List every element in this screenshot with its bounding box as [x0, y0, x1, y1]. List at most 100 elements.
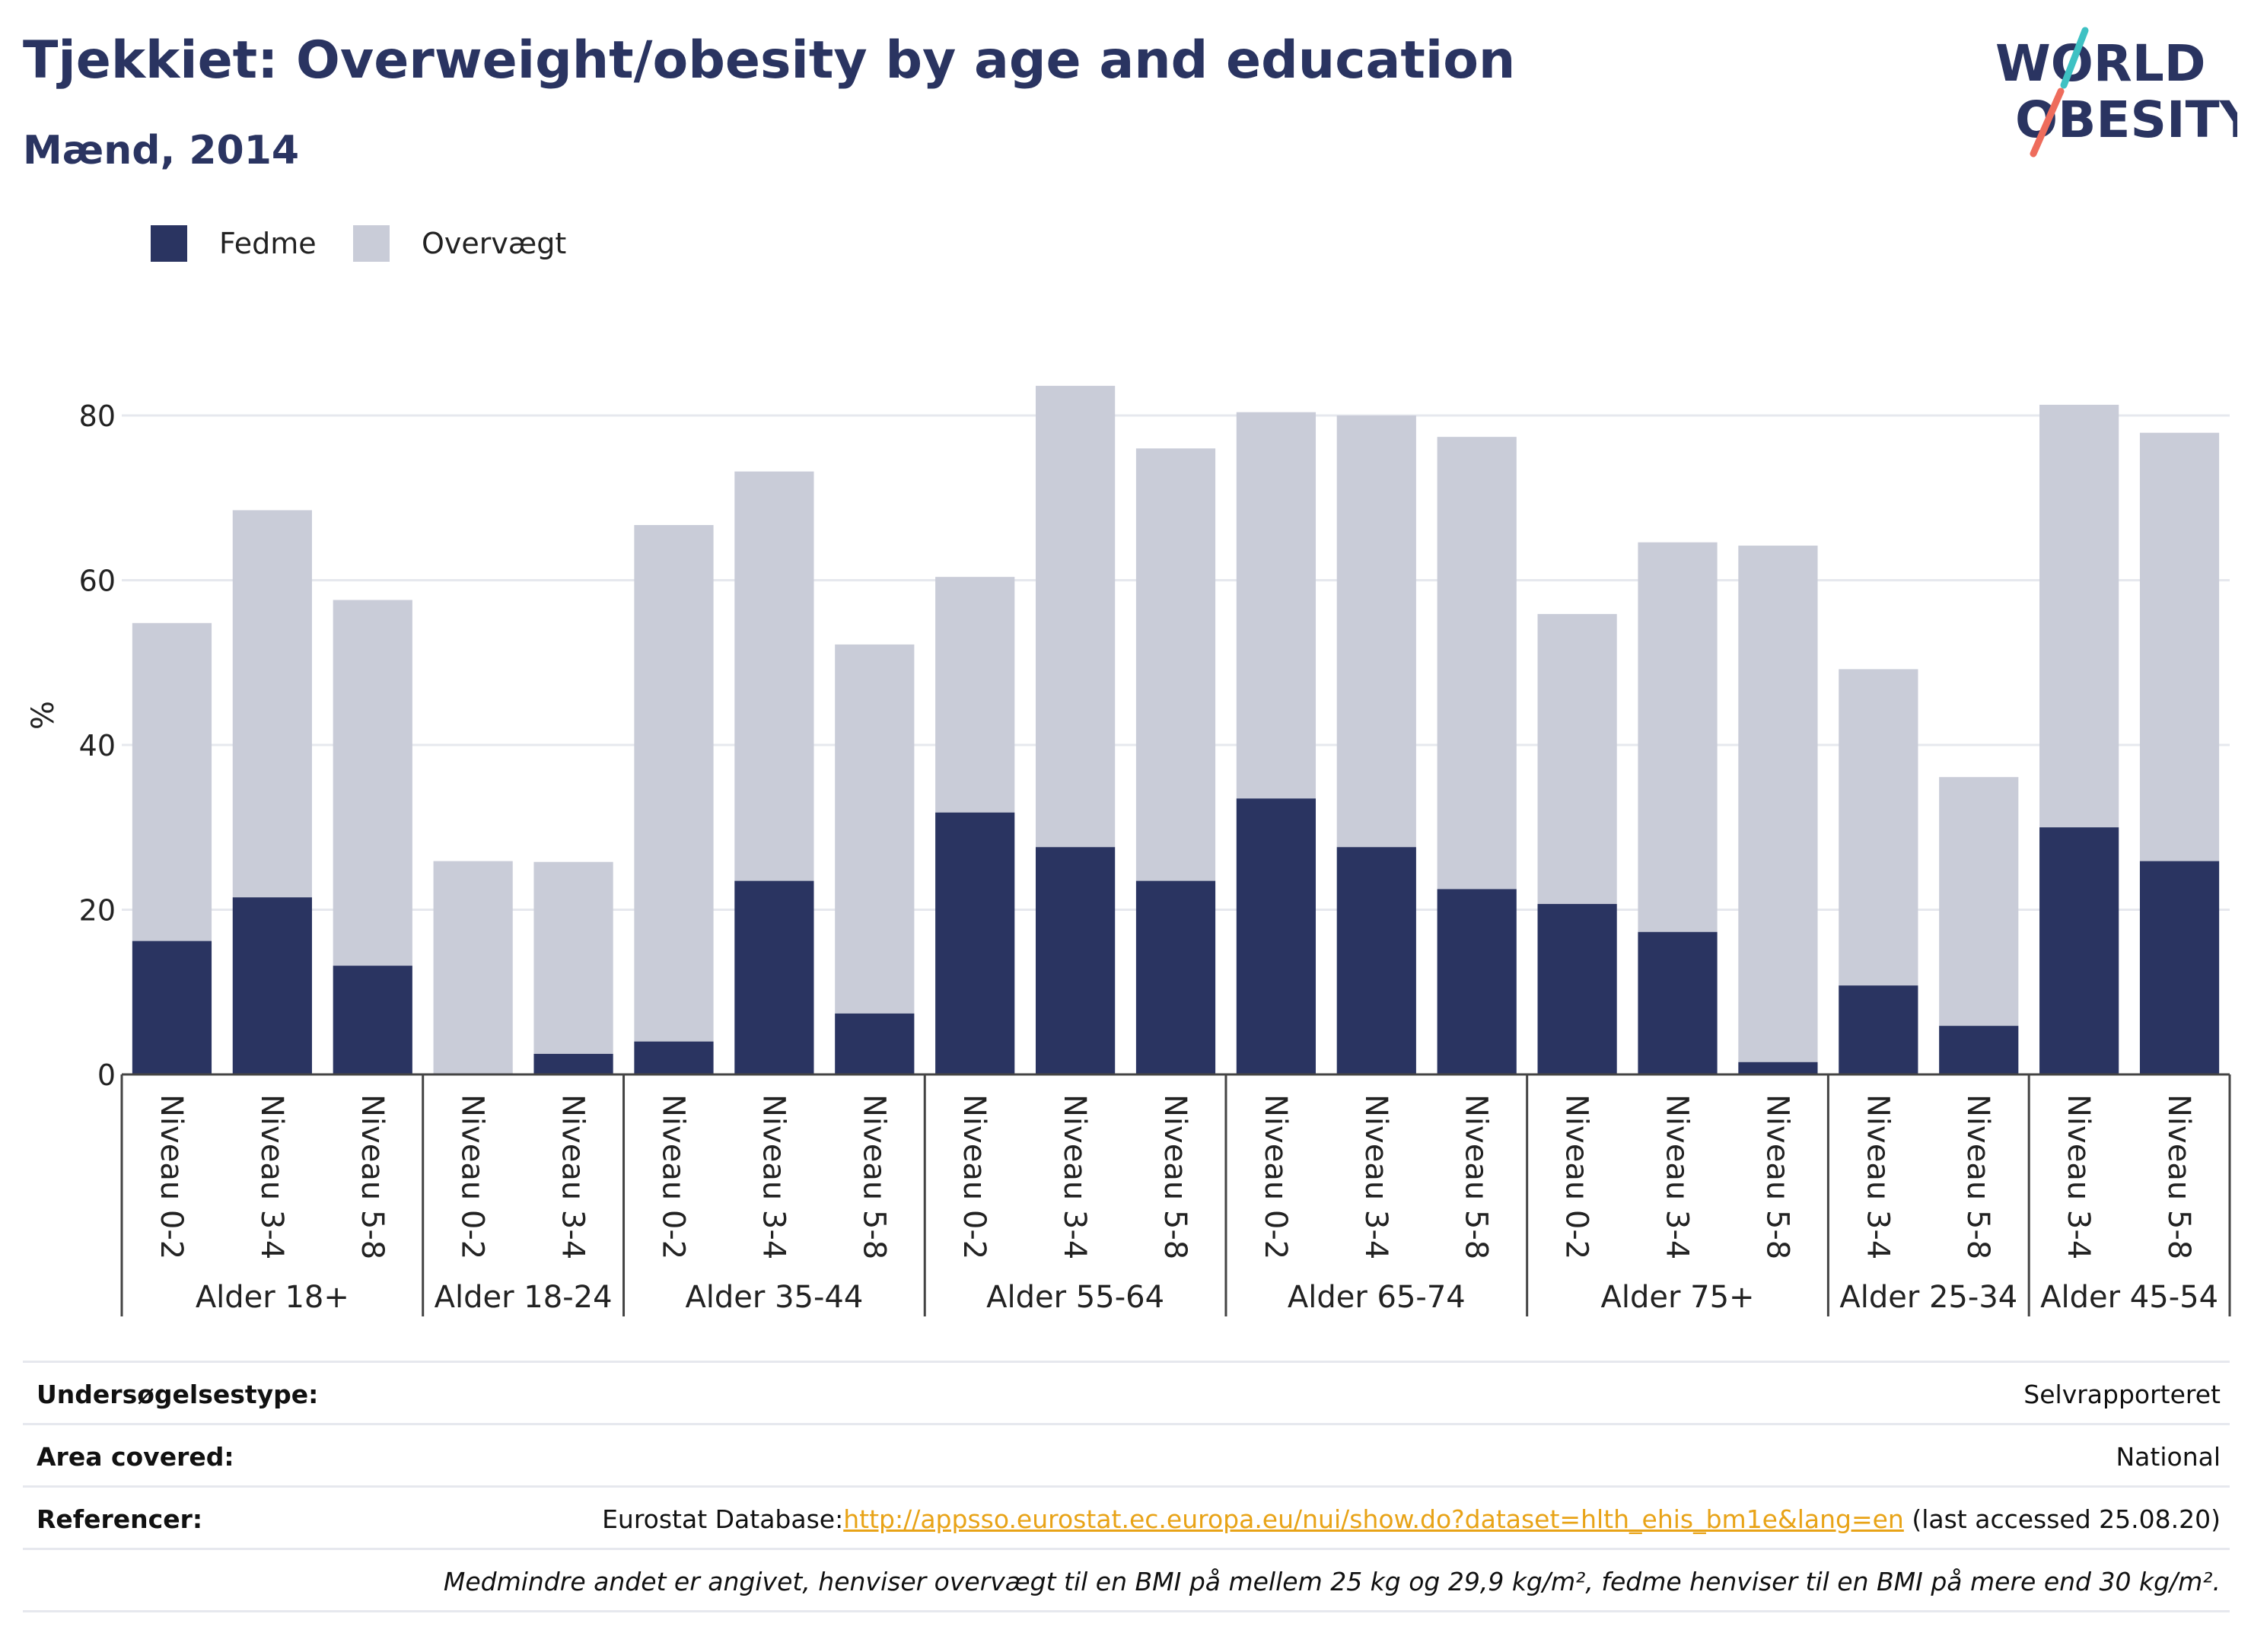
bar-fedme — [1537, 903, 1617, 1074]
bar-fedme — [533, 1053, 613, 1074]
bar-overvaegt — [935, 577, 1015, 813]
bar-fedme — [2139, 861, 2220, 1074]
bar-fedme — [232, 897, 312, 1074]
bar-fedme — [634, 1041, 714, 1074]
bar-overvaegt — [1537, 613, 1617, 904]
x-tick-label: Niveau 0-2 — [455, 1094, 490, 1259]
legend-swatch-fedme — [151, 225, 187, 262]
bar-overvaegt — [533, 861, 613, 1054]
x-tick-label: Niveau 5-8 — [1759, 1094, 1794, 1259]
bar-fedme — [2039, 827, 2119, 1074]
reference-prefix: Eurostat Database: — [602, 1504, 844, 1534]
stacked-bar-chart: 0 20 40 60 80% Niveau 0-2 Niveau 3-4 Niveau 5-8… — [26, 386, 2231, 1316]
bar-fedme — [1336, 847, 1416, 1074]
x-tick-label: Niveau 0-2 — [154, 1094, 189, 1259]
y-tick-label: 80 — [79, 399, 116, 433]
y-tick-label: 60 — [79, 565, 116, 598]
group-label: Alder 18+ — [196, 1280, 349, 1315]
legend-label-fedme: Fedme — [219, 227, 317, 260]
bar-fedme — [1738, 1062, 1818, 1074]
y-tick-label: 20 — [79, 894, 116, 928]
bar-overvaegt — [132, 622, 212, 941]
bar-fedme — [1839, 985, 1918, 1074]
bar-fedme — [734, 880, 814, 1074]
y-axis-label: % — [26, 701, 61, 730]
bar-fedme — [1437, 889, 1517, 1074]
group-label: Alder 18-24 — [435, 1280, 613, 1315]
bar-fedme — [333, 966, 412, 1074]
legend-item-overvaegt[interactable]: Overvægt — [353, 225, 566, 262]
bar-fedme — [1135, 880, 1216, 1074]
bar-overvaegt — [634, 524, 714, 1042]
x-tick-label: Niveau 3-4 — [2061, 1094, 2096, 1259]
x-tick-label: Niveau 3-4 — [756, 1094, 791, 1259]
legend-label-overvaegt: Overvægt — [422, 227, 567, 260]
reference-link[interactable]: http://appsso.eurostat.ec.europa.eu/nui/… — [843, 1504, 1904, 1534]
x-tick-label: Niveau 3-4 — [1860, 1094, 1895, 1259]
bar-fedme — [835, 1013, 915, 1074]
group-label: Alder 65-74 — [1288, 1280, 1466, 1315]
info-row-survey: Undersøgelsestype: Selvrapporteret — [23, 1361, 2230, 1425]
area-covered-value: National — [2116, 1442, 2221, 1472]
reference-suffix: (last accessed 25.08.20) — [1903, 1504, 2221, 1534]
bar-overvaegt — [1035, 386, 1116, 848]
bar-overvaegt — [1939, 777, 2019, 1027]
bar-overvaegt — [232, 510, 312, 898]
bar-overvaegt — [1638, 542, 1718, 932]
x-tick-label: Niveau 5-8 — [1459, 1094, 1494, 1259]
info-row-references: Referencer: Eurostat Database:http://app… — [23, 1485, 2230, 1550]
x-tick-label: Niveau 3-4 — [1057, 1094, 1092, 1259]
x-tick-label: Niveau 5-8 — [856, 1094, 891, 1259]
x-tick-label: Niveau 0-2 — [1559, 1094, 1594, 1259]
logo-text-obesity: OBESITY — [2015, 91, 2237, 149]
bar-overvaegt — [734, 471, 814, 881]
info-row-area: Area covered: National — [23, 1423, 2230, 1488]
x-tick-label: Niveau 5-8 — [355, 1094, 390, 1259]
bar-overvaegt — [333, 600, 412, 966]
bar-overvaegt — [1839, 669, 1918, 986]
x-tick-label: Niveau 3-4 — [556, 1094, 591, 1259]
bar-overvaegt — [1738, 546, 1818, 1062]
bar-fedme — [935, 812, 1015, 1074]
references-value: Eurostat Database:http://appsso.eurostat… — [602, 1504, 2221, 1534]
bar-overvaegt — [2139, 432, 2220, 861]
definition-note: Medmindre andet er angivet, henviser ove… — [443, 1567, 2221, 1596]
page-subtitle: Mænd, 2014 — [23, 128, 300, 173]
x-tick-label: Niveau 0-2 — [655, 1094, 690, 1259]
bar-overvaegt — [1135, 448, 1216, 881]
group-label: Alder 35-44 — [685, 1280, 863, 1315]
group-label: Alder 75+ — [1600, 1280, 1754, 1315]
x-tick-label: Niveau 5-8 — [1960, 1094, 1995, 1259]
logo-text-world: WORLD — [1995, 34, 2206, 93]
x-tick-label: Niveau 0-2 — [957, 1094, 992, 1259]
bar-overvaegt — [835, 644, 915, 1014]
survey-type-label: Undersøgelsestype: — [37, 1380, 319, 1409]
bar-overvaegt — [1437, 437, 1517, 890]
info-bottom-border — [23, 1610, 2230, 1612]
x-tick-label: Niveau 3-4 — [1358, 1094, 1393, 1259]
group-label: Alder 45-54 — [2040, 1280, 2218, 1315]
legend-swatch-overvaegt — [353, 225, 390, 262]
group-label: Alder 55-64 — [986, 1280, 1164, 1315]
bar-overvaegt — [1236, 412, 1317, 799]
bar-fedme — [1035, 847, 1116, 1074]
survey-type-value: Selvrapporteret — [2023, 1380, 2221, 1409]
x-tick-label: Niveau 3-4 — [254, 1094, 289, 1259]
group-label: Alder 25-34 — [1839, 1280, 2017, 1315]
page-title: Tjekkiet: Overweight/obesity by age and … — [23, 30, 1516, 91]
world-obesity-logo: WORLD OBESITY — [1995, 27, 2237, 158]
x-tick-label: Niveau 3-4 — [1660, 1094, 1695, 1259]
bar-fedme — [1939, 1026, 2019, 1074]
legend-item-fedme[interactable]: Fedme — [151, 225, 317, 262]
bar-fedme — [1236, 798, 1317, 1074]
bar-fedme — [1638, 931, 1718, 1074]
area-covered-label: Area covered: — [37, 1442, 234, 1472]
bar-overvaegt — [1336, 415, 1416, 848]
bar-overvaegt — [433, 861, 513, 1074]
logo-slash-teal — [2060, 27, 2089, 89]
x-tick-label: Niveau 5-8 — [1157, 1094, 1192, 1259]
references-label: Referencer: — [37, 1504, 203, 1534]
bar-overvaegt — [2039, 404, 2119, 828]
bar-fedme — [132, 941, 212, 1074]
